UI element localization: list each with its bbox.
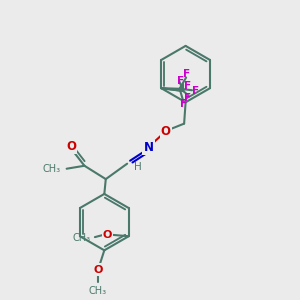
Text: O: O (161, 124, 171, 137)
Text: N: N (143, 141, 154, 154)
Text: F: F (177, 76, 184, 86)
Text: O: O (93, 265, 103, 275)
Text: F: F (183, 69, 190, 79)
Text: CH₃: CH₃ (43, 164, 61, 174)
Text: F: F (180, 100, 187, 110)
Text: F: F (192, 85, 200, 95)
Text: H: H (134, 162, 141, 172)
Text: F: F (184, 81, 191, 91)
Text: O: O (103, 230, 112, 240)
Text: O: O (66, 140, 76, 153)
Text: CH₃: CH₃ (89, 286, 107, 296)
Text: CH₃: CH₃ (73, 233, 91, 243)
Text: F: F (184, 93, 191, 103)
